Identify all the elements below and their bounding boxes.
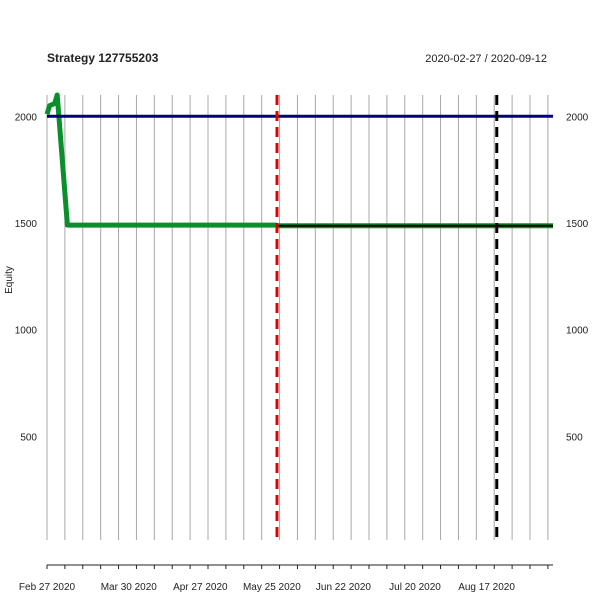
y-tick-label-left: 500 (20, 432, 37, 443)
y-tick-label-left: 1500 (15, 219, 38, 230)
y-tick-label-right: 1500 (566, 219, 589, 230)
y-ticks-right: 500 1000 1500 2000 (566, 112, 589, 443)
y-tick-label-right: 500 (566, 432, 583, 443)
x-tick-label: May 25 2020 (243, 582, 301, 593)
x-tick-label: Jun 22 2020 (316, 582, 371, 593)
x-tick-label: Jul 20 2020 (389, 582, 441, 593)
series-line (44, 92, 277, 228)
y-tick-label-left: 2000 (15, 112, 38, 123)
x-tick-label: Aug 17 2020 (458, 582, 515, 593)
y-ticks-left: 500 1000 1500 2000 (15, 112, 38, 443)
chart-title: Strategy 127755203 (47, 51, 159, 65)
y-axis-label: Equity (4, 266, 15, 294)
vertical-markers (275, 95, 499, 540)
x-tick-label: Apr 27 2020 (173, 582, 228, 593)
x-tick-label: Mar 30 2020 (101, 582, 158, 593)
series-group (44, 92, 553, 229)
chart-date-range: 2020-02-27 / 2020-09-12 (425, 53, 547, 65)
x-axis: Feb 27 2020 Mar 30 2020 Apr 27 2020 May 25 … (19, 564, 553, 593)
y-tick-label-left: 1000 (15, 326, 38, 337)
y-tick-label-right: 1000 (566, 326, 589, 337)
y-tick-label-right: 2000 (566, 112, 589, 123)
grid (46, 95, 549, 540)
x-tick-label: Feb 27 2020 (19, 582, 76, 593)
